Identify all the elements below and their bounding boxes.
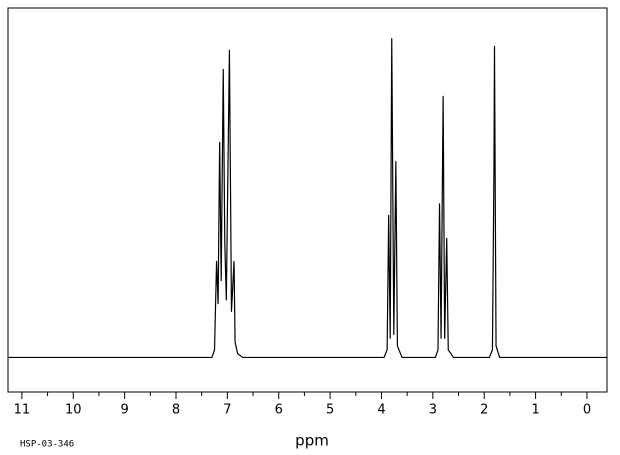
x-tick-label: 0 (583, 403, 591, 418)
x-tick-label: 5 (326, 403, 334, 418)
x-tick-label: 4 (377, 403, 385, 418)
x-tick-label: 2 (480, 403, 488, 418)
x-axis-label: ppm (295, 432, 329, 450)
x-tick-label: 1 (531, 403, 539, 418)
annotation: HSP-03-346 (20, 440, 74, 450)
x-tick-label: 3 (429, 403, 437, 418)
x-tick-label: 9 (120, 403, 128, 418)
x-tick-label: 11 (14, 403, 31, 418)
plot-frame (7, 7, 608, 393)
x-tick-label: 7 (223, 403, 231, 418)
spectrum-line (8, 38, 607, 359)
x-tick-label: 10 (65, 403, 82, 418)
x-tick-label: 6 (275, 403, 283, 418)
x-tick-label: 8 (172, 403, 180, 418)
